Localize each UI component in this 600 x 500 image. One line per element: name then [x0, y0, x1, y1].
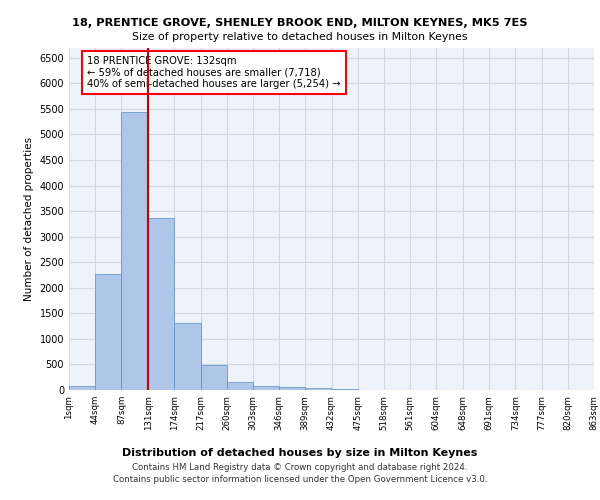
Bar [69, 386, 95, 390]
Y-axis label: Number of detached properties: Number of detached properties [24, 136, 34, 301]
Text: Size of property relative to detached houses in Milton Keynes: Size of property relative to detached ho… [132, 32, 468, 42]
Bar [121, 112, 148, 390]
Bar [148, 218, 175, 390]
Text: Contains HM Land Registry data © Crown copyright and database right 2024.: Contains HM Land Registry data © Crown c… [132, 464, 468, 472]
Bar [227, 382, 253, 390]
Text: Contains public sector information licensed under the Open Government Licence v3: Contains public sector information licen… [113, 475, 487, 484]
Text: Distribution of detached houses by size in Milton Keynes: Distribution of detached houses by size … [122, 448, 478, 458]
Bar [95, 274, 121, 390]
Bar [200, 366, 227, 390]
Text: 18, PRENTICE GROVE, SHENLEY BROOK END, MILTON KEYNES, MK5 7ES: 18, PRENTICE GROVE, SHENLEY BROOK END, M… [72, 18, 528, 28]
Bar [253, 386, 279, 390]
Text: 18 PRENTICE GROVE: 132sqm
← 59% of detached houses are smaller (7,718)
40% of se: 18 PRENTICE GROVE: 132sqm ← 59% of detac… [88, 56, 341, 90]
Bar [305, 388, 331, 390]
Bar [279, 387, 305, 390]
Bar [175, 323, 200, 390]
